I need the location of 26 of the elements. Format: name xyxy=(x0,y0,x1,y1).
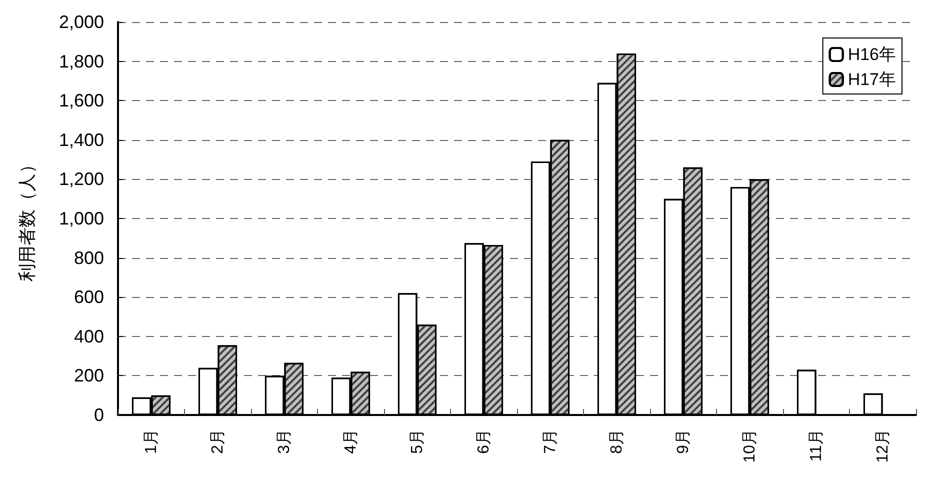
y-tick-label: 2,000 xyxy=(58,12,104,32)
x-tick-label: 12月 xyxy=(874,429,892,463)
x-tick-label: 6月 xyxy=(475,429,492,454)
y-tick-label: 1,800 xyxy=(58,51,104,72)
y-tick-label: 200 xyxy=(74,366,104,386)
x-tick-label: 3月 xyxy=(276,429,293,454)
x-tick-label: 10月 xyxy=(741,429,758,463)
y-tick-label: 1,000 xyxy=(58,208,104,228)
y-tick-label: 400 xyxy=(74,326,104,346)
x-tick-label: 7月 xyxy=(542,429,559,454)
y-tick-label: 1,200 xyxy=(58,169,104,190)
y-axis-title: 利用者数（人） xyxy=(17,156,37,282)
y-tick-label: 1,400 xyxy=(58,130,104,150)
y-tick-label: 800 xyxy=(74,248,104,268)
x-tick-label: 11月 xyxy=(808,429,825,462)
y-tick-label: 1,600 xyxy=(58,90,104,111)
x-tick-label: 1月 xyxy=(142,429,160,454)
x-tick-label: 5月 xyxy=(408,429,426,454)
y-tick-label: 0 xyxy=(94,405,104,425)
x-tick-label: 9月 xyxy=(674,429,692,454)
x-tick-label: 4月 xyxy=(342,429,360,454)
x-tick-label: 8月 xyxy=(608,429,626,454)
x-tick-label: 2月 xyxy=(209,429,226,454)
legend-label: H17年 xyxy=(848,70,896,89)
legend-label: H16年 xyxy=(848,45,896,64)
y-tick-label: 600 xyxy=(74,287,104,308)
